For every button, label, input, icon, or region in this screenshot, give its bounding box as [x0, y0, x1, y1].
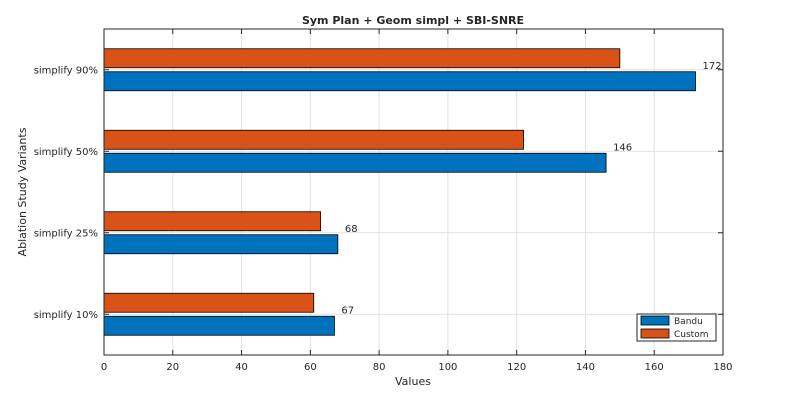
chart-title: Sym Plan + Geom simpl + SBI-SNRE: [302, 14, 524, 27]
bars: [103, 48, 696, 336]
category-label: simplify 10%: [34, 310, 98, 321]
x-tick-label: 120: [507, 362, 526, 373]
x-tick-label: 60: [304, 362, 317, 373]
bar-custom: [103, 292, 315, 313]
bar-bandu: [103, 315, 335, 336]
x-tick-label: 20: [166, 362, 179, 373]
legend-swatch-bandu: [640, 315, 670, 326]
data-labels: 67 68 146 172: [341, 61, 721, 317]
x-tick-label: 100: [438, 362, 457, 373]
legend-label-bandu: Bandu: [674, 317, 703, 327]
x-tick-label: 180: [713, 362, 732, 373]
bar-bandu: [103, 234, 339, 255]
bar-bandu: [103, 152, 607, 173]
x-tick-label: 80: [373, 362, 386, 373]
data-label-bandu: 67: [341, 305, 354, 316]
category-label: simplify 90%: [34, 65, 98, 76]
y-axis-label: Ablation Study Variants: [16, 127, 29, 256]
bar-custom: [103, 211, 322, 232]
x-tick-label: 40: [235, 362, 248, 373]
x-tick-label: 160: [645, 362, 664, 373]
bar-custom: [103, 129, 524, 150]
plot-frame: [103, 28, 724, 356]
x-tick-label: 140: [576, 362, 595, 373]
axis-ticks: 0 20 40 60 80 100 120 140 160 180 simplify 10% simp…: [34, 29, 733, 373]
data-label-bandu: 68: [345, 224, 358, 235]
data-label-bandu: 172: [702, 61, 721, 72]
bar-bandu: [103, 71, 696, 92]
legend: Bandu Custom: [636, 313, 717, 342]
category-label: simplify 50%: [34, 147, 98, 158]
x-axis-label: Values: [395, 375, 431, 388]
x-tick-label: 0: [101, 362, 107, 373]
data-label-bandu: 146: [613, 142, 632, 153]
bar-custom: [103, 48, 621, 69]
legend-swatch-custom: [640, 328, 670, 339]
category-label: simplify 25%: [34, 228, 98, 239]
legend-label-custom: Custom: [674, 330, 708, 340]
